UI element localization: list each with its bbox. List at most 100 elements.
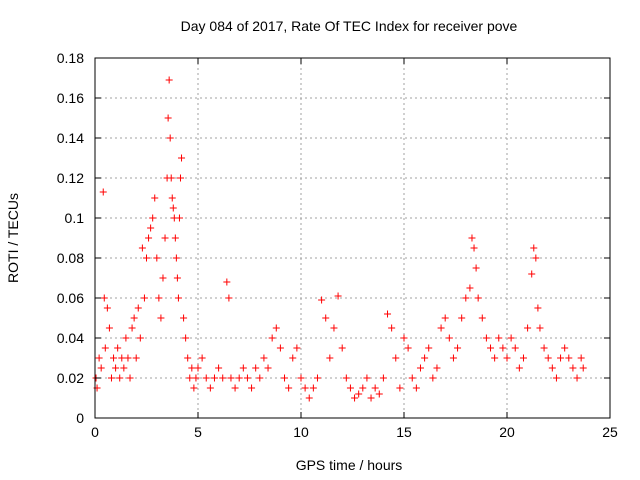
data-point [223, 278, 231, 286]
data-point [454, 344, 462, 352]
data-point [166, 134, 174, 142]
data-point [268, 334, 276, 342]
data-point [252, 364, 260, 372]
data-point [429, 374, 437, 382]
y-tick-label: 0.14 [57, 130, 84, 146]
data-point [219, 374, 227, 382]
data-point [132, 354, 140, 362]
data-point [425, 344, 433, 352]
data-point [466, 284, 474, 292]
data-point [165, 76, 173, 84]
y-tick-label: 0.06 [57, 290, 84, 306]
data-point [519, 354, 527, 362]
data-point [116, 374, 124, 382]
data-point [243, 374, 251, 382]
data-point [367, 394, 375, 402]
x-axis-label: GPS time / hours [296, 457, 403, 473]
data-point [313, 374, 321, 382]
data-point [174, 294, 182, 302]
data-point [206, 384, 214, 392]
data-point [155, 294, 163, 302]
data-point [248, 384, 256, 392]
data-point [573, 374, 581, 382]
data-point [120, 364, 128, 372]
data-point [225, 294, 233, 302]
data-point [388, 324, 396, 332]
data-point [421, 354, 429, 362]
data-point [346, 384, 354, 392]
data-point [412, 384, 420, 392]
data-point [184, 354, 192, 362]
data-point [577, 354, 585, 362]
data-point [176, 174, 184, 182]
data-point [445, 334, 453, 342]
data-point [194, 364, 202, 372]
data-point [276, 344, 284, 352]
data-point [198, 354, 206, 362]
data-point [322, 314, 330, 322]
data-point [540, 344, 548, 352]
data-point [173, 274, 181, 282]
y-tick-label: 0.04 [57, 330, 84, 346]
data-point [499, 344, 507, 352]
data-point [153, 254, 161, 262]
data-point [487, 344, 495, 352]
data-point [122, 334, 130, 342]
data-point [231, 384, 239, 392]
data-point [136, 334, 144, 342]
y-tick-label: 0.12 [57, 170, 84, 186]
data-point [482, 334, 490, 342]
data-point [371, 384, 379, 392]
data-point [305, 394, 313, 402]
data-point [159, 274, 167, 282]
data-point [503, 354, 511, 362]
data-point [260, 354, 268, 362]
data-point [112, 364, 120, 372]
data-point [491, 354, 499, 362]
chart-title: Day 084 of 2017, Rate Of TEC Index for r… [181, 18, 518, 34]
data-point [281, 374, 289, 382]
data-point [285, 384, 293, 392]
data-point [100, 294, 108, 302]
data-point [110, 354, 118, 362]
data-point [289, 354, 297, 362]
data-point [363, 374, 371, 382]
data-point [468, 234, 476, 242]
data-point [579, 364, 587, 372]
data-point [404, 344, 412, 352]
y-tick-label: 0 [76, 410, 84, 426]
x-tick-label: 0 [91, 424, 99, 440]
data-point [157, 314, 165, 322]
data-point [210, 374, 218, 382]
data-point [359, 384, 367, 392]
plot-frame [94, 57, 611, 419]
data-point [462, 294, 470, 302]
data-point [511, 344, 519, 352]
data-point [95, 354, 103, 362]
data-point [130, 314, 138, 322]
data-point [134, 304, 142, 312]
data-point [172, 254, 180, 262]
data-point [175, 214, 183, 222]
data-point [235, 374, 243, 382]
data-point [351, 394, 359, 402]
data-point [561, 344, 569, 352]
data-point [536, 324, 544, 332]
data-point [330, 324, 338, 332]
data-point [338, 344, 346, 352]
data-point [433, 364, 441, 372]
data-point [384, 310, 392, 318]
data-point [272, 324, 280, 332]
data-point [167, 174, 175, 182]
data-point [449, 354, 457, 362]
data-point [557, 354, 565, 362]
data-point [114, 344, 122, 352]
data-point [107, 374, 115, 382]
data-point [151, 194, 159, 202]
data-point [297, 374, 305, 382]
data-point [143, 254, 150, 262]
data-point [126, 374, 134, 382]
x-tick-label: 15 [396, 424, 412, 440]
data-point [215, 364, 223, 372]
